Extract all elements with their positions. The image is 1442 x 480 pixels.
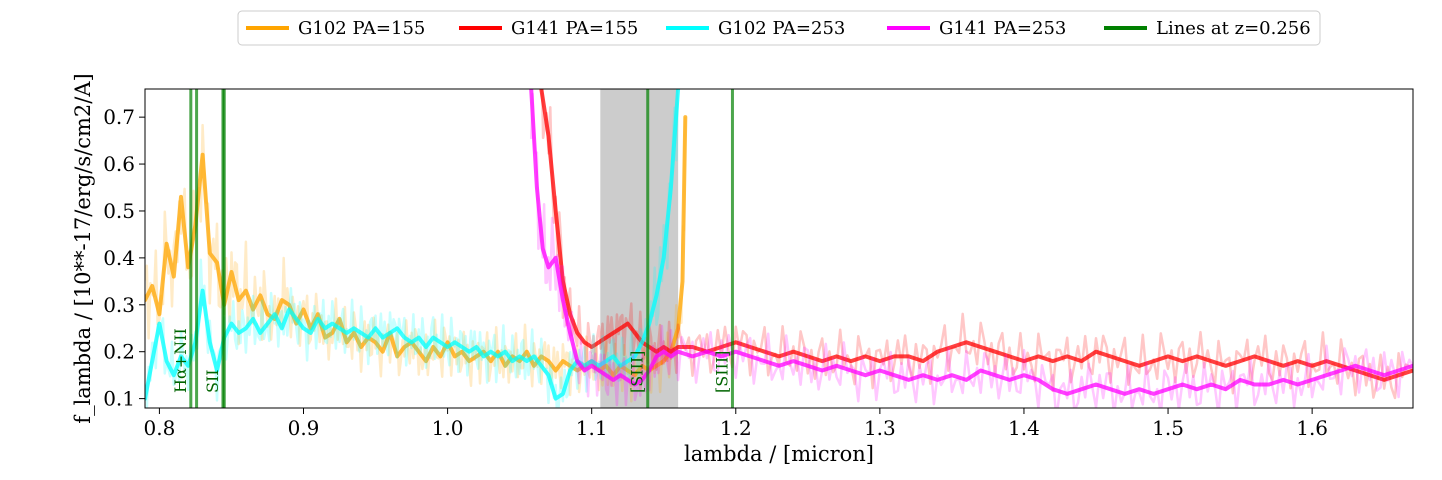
series-line-0: [145, 115, 688, 378]
y-tick-label-2: 0.3: [103, 293, 135, 317]
y-tick-label-1: 0.2: [103, 340, 135, 364]
y-tick-label-6: 0.7: [103, 105, 135, 129]
emission-line-label-5: [SIII]: [712, 351, 731, 393]
legend-label-0: G102 PA=155: [298, 18, 425, 39]
legend-label-3: G141 PA=253: [939, 18, 1066, 39]
x-tick-label-3: 1.1: [576, 416, 608, 440]
y-tick-label-0: 0.1: [103, 387, 135, 411]
x-tick-label-7: 1.5: [1152, 416, 1184, 440]
x-tick-label-0: 0.8: [144, 416, 176, 440]
emission-lines-layer: Hα+NII SII [SIII] [SIII]: [171, 89, 734, 408]
series-raw-3: [529, 92, 1413, 408]
y-tick-label-5: 0.6: [103, 152, 135, 176]
emission-line-label-0: Hα+NII: [171, 328, 190, 393]
legend-label-2: G102 PA=253: [718, 18, 845, 39]
legend: G102 PA=155 G141 PA=155 G102 PA=253 G141 PA…: [237, 10, 1321, 46]
series-layer: [145, 89, 1413, 408]
y-tick-label-3: 0.4: [103, 246, 135, 270]
x-axis: 0.8 0.9 1.0 1.1 1.2 1.3 1.4 1.5 1.6: [144, 408, 1328, 440]
legend-label-4: Lines at z=0.256: [1156, 18, 1311, 39]
series-raw-1: [540, 89, 1413, 400]
x-tick-label-5: 1.3: [864, 416, 896, 440]
series-line-2: [145, 89, 681, 401]
emission-line-label-4: [SIII]: [628, 351, 647, 393]
legend-label-1: G141 PA=155: [511, 18, 638, 39]
x-tick-label-2: 1.0: [432, 416, 464, 440]
x-tick-label-1: 0.9: [288, 416, 320, 440]
y-axis: 0.1 0.2 0.3 0.4 0.5 0.6 0.7: [103, 105, 145, 411]
x-tick-label-6: 1.4: [1008, 416, 1040, 440]
x-axis-label: lambda / [micron]: [684, 442, 874, 466]
x-tick-label-4: 1.2: [720, 416, 752, 440]
series-line-1: [539, 89, 1413, 382]
y-tick-label-4: 0.5: [103, 199, 135, 223]
plot-frame: [144, 88, 1414, 409]
legend-frame: [237, 10, 1321, 46]
y-axis-label: f_lambda / [10**-17/erg/s/cm2/A]: [71, 73, 95, 423]
x-tick-label-8: 1.6: [1296, 416, 1328, 440]
series-line-3: [529, 89, 1413, 396]
emission-line-label-2: SII: [203, 369, 222, 393]
